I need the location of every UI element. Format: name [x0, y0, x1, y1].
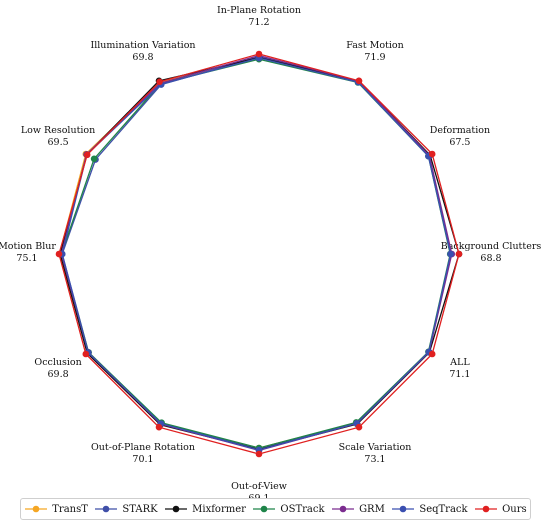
axis-label-4: ALL [449, 357, 470, 368]
axis-value-11: 69.8 [132, 52, 153, 63]
series-line-mixformer [59, 56, 460, 451]
axis-label-5: Scale Variation [339, 442, 412, 453]
series-point-ours-0 [255, 50, 263, 58]
legend-label-mixformer: Mixformer [192, 503, 246, 515]
legend-label-ostrack: OSTrack [280, 503, 325, 515]
series-point-ours-3 [455, 250, 463, 258]
legend-swatch-mixformer [165, 505, 188, 513]
legend-swatch-ostrack [253, 505, 276, 513]
axis-value-6: 69.1 [248, 493, 269, 500]
axis-value-10: 69.5 [48, 137, 69, 148]
legend-label-stark: STARK [122, 503, 158, 515]
axis-label-0: In-Plane Rotation [217, 5, 301, 16]
series-point-seqtrack-3 [447, 250, 454, 258]
series-point-ours-4 [428, 350, 436, 358]
legend-item-mixformer: Mixformer [164, 504, 246, 515]
legend-label-ours: Ours [502, 503, 527, 515]
series-point-ours-10 [83, 151, 91, 159]
legend-item-grm: GRM [331, 504, 385, 515]
axis-value-7: 70.1 [132, 454, 153, 465]
legend-swatch-ours [475, 505, 498, 513]
series-point-ours-1 [355, 77, 363, 85]
legend-item-transt: TransT [24, 504, 88, 515]
legend-swatch-grm [332, 505, 355, 513]
axis-label-9: Motion Blur [0, 241, 56, 252]
series-point-ours-8 [82, 350, 90, 358]
legend-label-transt: TransT [52, 503, 88, 515]
series-point-ours-9 [55, 250, 63, 258]
axis-label-6: Out-of-View [231, 481, 287, 492]
series-point-ours-11 [156, 78, 163, 86]
series-point-ours-7 [155, 423, 163, 431]
legend-label-grm: GRM [359, 503, 385, 515]
legend-item-ours: Ours [474, 504, 527, 515]
axis-value-1: 71.9 [364, 52, 385, 63]
axis-value-3: 68.8 [480, 253, 501, 264]
legend-swatch-stark [95, 505, 118, 513]
legend-item-ostrack: OSTrack [252, 503, 325, 515]
axis-value-5: 73.1 [364, 454, 385, 465]
axis-label-2: Deformation [430, 125, 490, 136]
legend-label-seqtrack: SeqTrack [419, 503, 468, 515]
legend-swatch-seqtrack [392, 505, 415, 513]
axis-value-4: 71.1 [449, 369, 470, 380]
legend-swatch-transt [25, 505, 48, 513]
axis-value-2: 67.5 [449, 137, 470, 148]
series-line-ours [58, 53, 460, 455]
series-point-ours-2 [428, 150, 436, 158]
legend-item-stark: STARK [94, 503, 158, 515]
axis-label-7: Out-of-Plane Rotation [91, 442, 195, 453]
series-point-ours-5 [355, 423, 363, 431]
axis-label-8: Occlusion [34, 357, 81, 368]
axis-value-8: 69.8 [48, 369, 69, 380]
chart-legend: TransT STARK Mixformer OSTrack GRM SeqTrack Ou… [20, 498, 531, 520]
axis-label-11: Illumination Variation [90, 40, 195, 51]
axis-label-10: Low Resolution [21, 125, 95, 136]
series-point-ostrack-10 [90, 155, 98, 163]
axis-value-9: 75.1 [16, 253, 37, 264]
axis-label-1: Fast Motion [346, 40, 403, 51]
axis-label-3: Background Clutters [441, 241, 542, 252]
series-point-ours-6 [255, 450, 263, 458]
legend-item-seqtrack: SeqTrack [391, 503, 468, 515]
axis-value-0: 71.2 [248, 17, 269, 28]
